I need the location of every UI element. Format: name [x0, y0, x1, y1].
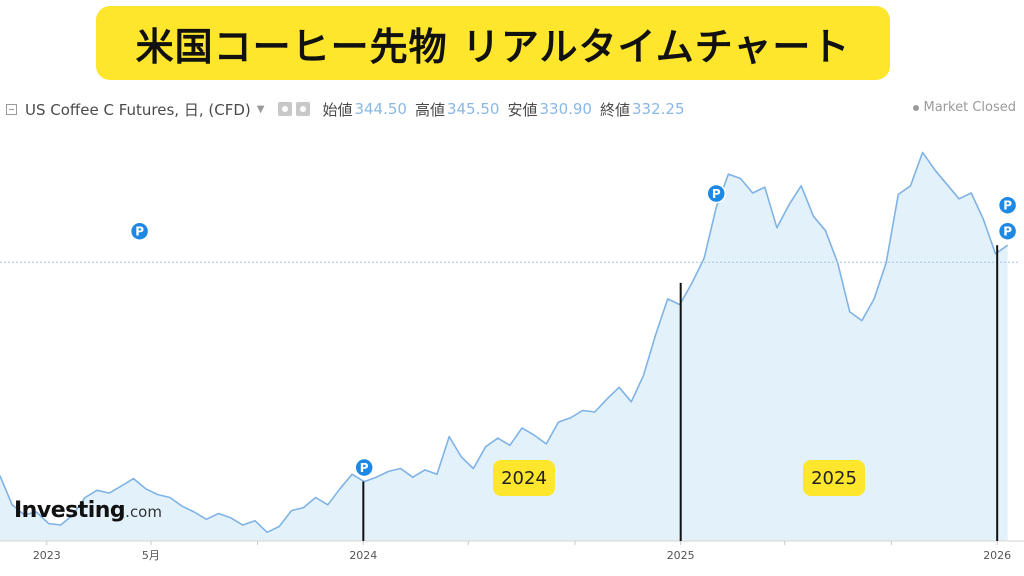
low-value: 330.90	[539, 100, 592, 118]
title-banner: 米国コーヒー先物 リアルタイムチャート	[96, 6, 890, 80]
x-tick-label: 2025	[667, 549, 695, 562]
event-marker	[997, 195, 1018, 215]
eye-icon[interactable]	[278, 102, 293, 116]
event-marker	[354, 457, 374, 478]
open-label: 始値	[322, 100, 353, 119]
price-area	[0, 152, 1008, 541]
close-label: 終値	[599, 100, 630, 119]
market-status: Market Closed	[912, 100, 1017, 115]
logo-sub-text: .com	[125, 503, 162, 521]
settings-icon[interactable]	[296, 102, 311, 116]
chart-legend: US Coffee C Futures, 日, (CFD) ▼ 始値 344.5…	[6, 98, 685, 120]
high-label: 高値	[414, 100, 445, 119]
close-value: 332.25	[632, 100, 685, 118]
symbol-label[interactable]: US Coffee C Futures, 日, (CFD)	[25, 100, 251, 119]
price-line	[0, 151, 1009, 534]
x-tick-label: 2024	[349, 549, 377, 562]
logo-main-text: Investing	[14, 498, 126, 523]
collapse-icon[interactable]	[6, 103, 17, 115]
event-marker-label: P	[712, 187, 721, 201]
event-marker	[997, 221, 1018, 241]
event-marker-label: P	[360, 461, 369, 475]
event-marker-label: P	[135, 225, 144, 239]
event-marker	[706, 183, 726, 204]
market-status-text: Market Closed	[923, 100, 1017, 115]
event-marker-label: P	[1003, 199, 1012, 213]
x-tick-label: 2023	[33, 549, 61, 562]
investing-logo: Investing.com	[14, 498, 162, 523]
high-value: 345.50	[446, 100, 500, 118]
event-marker-label: P	[1003, 225, 1012, 239]
status-dot-icon	[912, 104, 919, 111]
x-tick-label: 5月	[142, 549, 160, 562]
x-tick-label: 2026	[983, 549, 1011, 562]
year-badge-2025: 2025	[803, 460, 865, 496]
chevron-down-icon[interactable]: ▼	[256, 103, 265, 115]
title-text: 米国コーヒー先物 リアルタイムチャート	[135, 24, 851, 69]
year-badge-2024: 2024	[493, 460, 555, 496]
low-label: 安値	[507, 100, 538, 119]
event-marker	[129, 221, 150, 241]
open-value: 344.50	[354, 100, 407, 118]
